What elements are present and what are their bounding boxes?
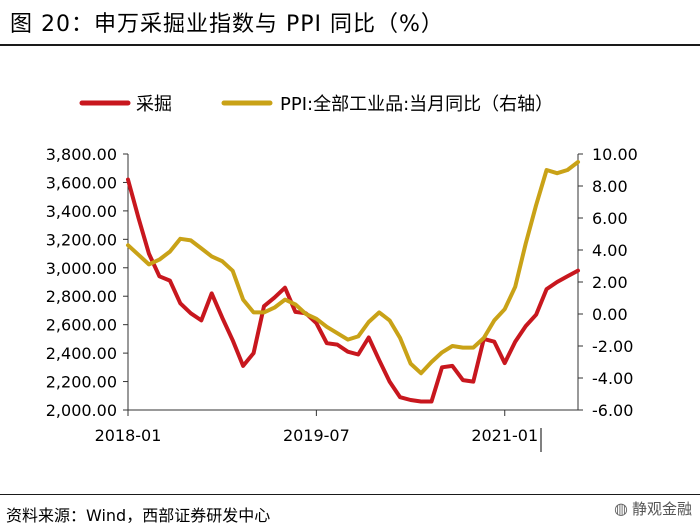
right-tick-label: 4.00 [592, 241, 628, 260]
wechat-icon: ◍ [614, 499, 628, 518]
legend-label: PPI:全部工业品:当月同比（右轴） [280, 94, 553, 115]
figure-title: 图 20：申万采掘业指数与 PPI 同比（%） [10, 12, 444, 37]
right-tick-label: 6.00 [592, 209, 628, 228]
x-tick-label: 2019-07 [283, 426, 350, 445]
x-tick-label: 2021-01 [471, 426, 538, 445]
left-tick-label: 2,200.00 [46, 373, 117, 392]
left-tick-label: 3,000.00 [46, 259, 117, 278]
watermark-text: 静观金融 [631, 500, 692, 518]
right-tick-label: 10.00 [592, 145, 638, 164]
left-tick-label: 3,600.00 [46, 173, 117, 192]
right-tick-label: -2.00 [592, 337, 633, 356]
left-tick-label: 2,000.00 [46, 401, 117, 420]
x-axis: 2018-01 2019-07 2021-01 [95, 409, 578, 452]
footer-divider [0, 494, 700, 495]
left-tick-label: 3,800.00 [46, 145, 117, 164]
right-tick-label: 0.00 [592, 305, 628, 324]
source-note: 资料来源：Wind，西部证券研发中心 [6, 506, 271, 525]
right-tick-label: -4.00 [592, 369, 633, 388]
right-tick-label: 2.00 [592, 273, 628, 292]
right-tick-label: -6.00 [592, 401, 633, 420]
right-tick-label: 8.00 [592, 177, 628, 196]
x-tick-label: 2018-01 [95, 426, 162, 445]
left-tick-label: 2,600.00 [46, 316, 117, 335]
left-tick-label: 2,800.00 [46, 287, 117, 306]
chart-series [126, 160, 580, 404]
left-tick-label: 3,200.00 [46, 230, 117, 249]
left-tick-label: 2,400.00 [46, 344, 117, 363]
left-tick-label: 3,400.00 [46, 202, 117, 221]
title-divider [0, 44, 700, 46]
mining-index-line [126, 177, 580, 404]
ppi-yoy-line [126, 160, 580, 376]
left-y-axis: 2,000.00 2,200.00 2,400.00 2,600.00 2,800.00… [46, 145, 129, 420]
chart-legend: 采掘 PPI:全部工业品:当月同比（右轴） [79, 94, 553, 115]
watermark: ◍ 静观金融 [614, 498, 692, 519]
legend-label: 采掘 [136, 94, 172, 115]
right-y-axis: -6.00 -4.00 -2.00 0.00 2.00 4.00 6.00 8.00 10.00 [577, 145, 638, 420]
